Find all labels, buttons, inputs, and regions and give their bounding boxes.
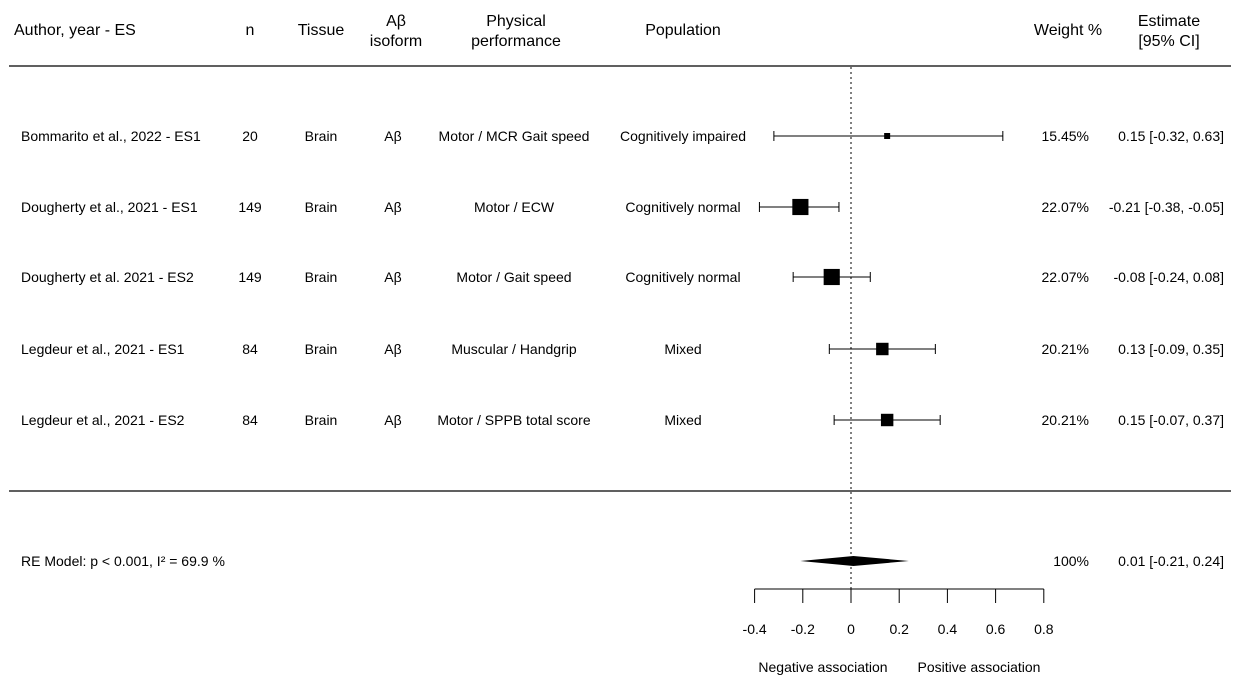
study-author: Bommarito et al., 2022 - ES1 [21,128,201,144]
study-author: Legdeur et al., 2021 - ES2 [21,412,185,428]
point-estimate [876,342,889,356]
summary-label: RE Model: p < 0.001, I² = 69.9 % [21,553,225,569]
point-estimate [884,133,891,139]
x-tick-label: 0.8 [1034,621,1054,637]
study-n: 149 [238,269,262,285]
study-population: Cognitively normal [625,199,740,215]
study-row: Legdeur et al., 2021 - ES2 84 Brain Aβ Motor… [21,412,1224,428]
study-isoform: Aβ [384,412,401,428]
study-estimate: 0.13 [-0.09, 0.35] [1118,341,1224,357]
study-weight: 20.21% [1042,341,1089,357]
header-weight: Weight % [1034,22,1102,39]
summary-estimate: 0.01 [-0.21, 0.24] [1118,553,1224,569]
header-n: n [246,22,255,39]
study-n: 84 [242,341,258,357]
xlabel-negative: Negative association [758,659,887,675]
study-performance: Motor / ECW [474,199,555,215]
study-rows: Bommarito et al., 2022 - ES1 20 Brain Aβ Mot… [21,128,1224,428]
study-population: Mixed [664,412,701,428]
xlabel-positive: Positive association [918,659,1041,675]
point-estimate [880,413,894,427]
header-tissue: Tissue [298,22,345,39]
study-performance: Muscular / Handgrip [451,341,576,357]
study-row: Legdeur et al., 2021 - ES1 84 Brain Aβ Muscu… [21,341,1224,357]
study-row: Dougherty et al. 2021 - ES2 149 Brain Aβ Mot… [21,268,1224,286]
header-estimate-line1: Estimate [1138,13,1200,30]
study-weight: 22.07% [1042,199,1089,215]
study-estimate: -0.21 [-0.38, -0.05] [1109,199,1224,215]
header-population: Population [645,22,721,39]
study-tissue: Brain [305,341,338,357]
header-estimate-line2: [95% CI] [1138,33,1199,50]
study-tissue: Brain [305,412,338,428]
point-estimate [823,268,840,286]
x-tick-label: 0.4 [938,621,958,637]
header-isoform-line1: Aβ [386,13,406,30]
study-estimate: 0.15 [-0.07, 0.37] [1118,412,1224,428]
study-isoform: Aβ [384,341,401,357]
header-physical-line2: performance [471,33,561,50]
study-performance: Motor / Gait speed [456,269,571,285]
study-population: Cognitively impaired [620,128,746,144]
study-estimate: -0.08 [-0.24, 0.08] [1113,269,1224,285]
header-author: Author, year - ES [14,22,136,39]
study-isoform: Aβ [384,269,401,285]
study-isoform: Aβ [384,128,401,144]
study-n: 84 [242,412,258,428]
study-weight: 20.21% [1042,412,1089,428]
header-isoform-line2: isoform [370,33,422,50]
x-axis: -0.4 -0.2 0 0.2 0.4 0.6 0.8 [743,588,1054,637]
study-population: Mixed [664,341,701,357]
study-weight: 15.45% [1042,128,1089,144]
point-estimate [792,198,809,216]
study-performance: Motor / MCR Gait speed [439,128,590,144]
study-author: Legdeur et al., 2021 - ES1 [21,341,185,357]
study-n: 149 [238,199,262,215]
study-estimate: 0.15 [-0.32, 0.63] [1118,128,1224,144]
study-row: Dougherty et al., 2021 - ES1 149 Brain Aβ Mo… [21,198,1224,216]
study-weight: 22.07% [1042,269,1089,285]
column-headers: Author, year - ES n Tissue Aβ isoform Ph… [14,13,1200,50]
summary-diamond [800,556,909,566]
x-tick-label: -0.2 [791,621,815,637]
x-tick-label: 0.2 [889,621,909,637]
study-author: Dougherty et al. 2021 - ES2 [21,269,194,285]
header-physical-line1: Physical [486,13,546,30]
summary-row: RE Model: p < 0.001, I² = 69.9 % 100% 0.… [21,553,1224,569]
study-tissue: Brain [305,199,338,215]
x-tick-label: 0 [847,621,855,637]
study-tissue: Brain [305,128,338,144]
study-population: Cognitively normal [625,269,740,285]
summary-weight: 100% [1053,553,1089,569]
x-tick-label: -0.4 [743,621,767,637]
study-row: Bommarito et al., 2022 - ES1 20 Brain Aβ Mot… [21,128,1224,144]
study-tissue: Brain [305,269,338,285]
study-n: 20 [242,128,258,144]
study-author: Dougherty et al., 2021 - ES1 [21,199,198,215]
study-isoform: Aβ [384,199,401,215]
x-tick-label: 0.6 [986,621,1006,637]
study-performance: Motor / SPPB total score [437,412,590,428]
